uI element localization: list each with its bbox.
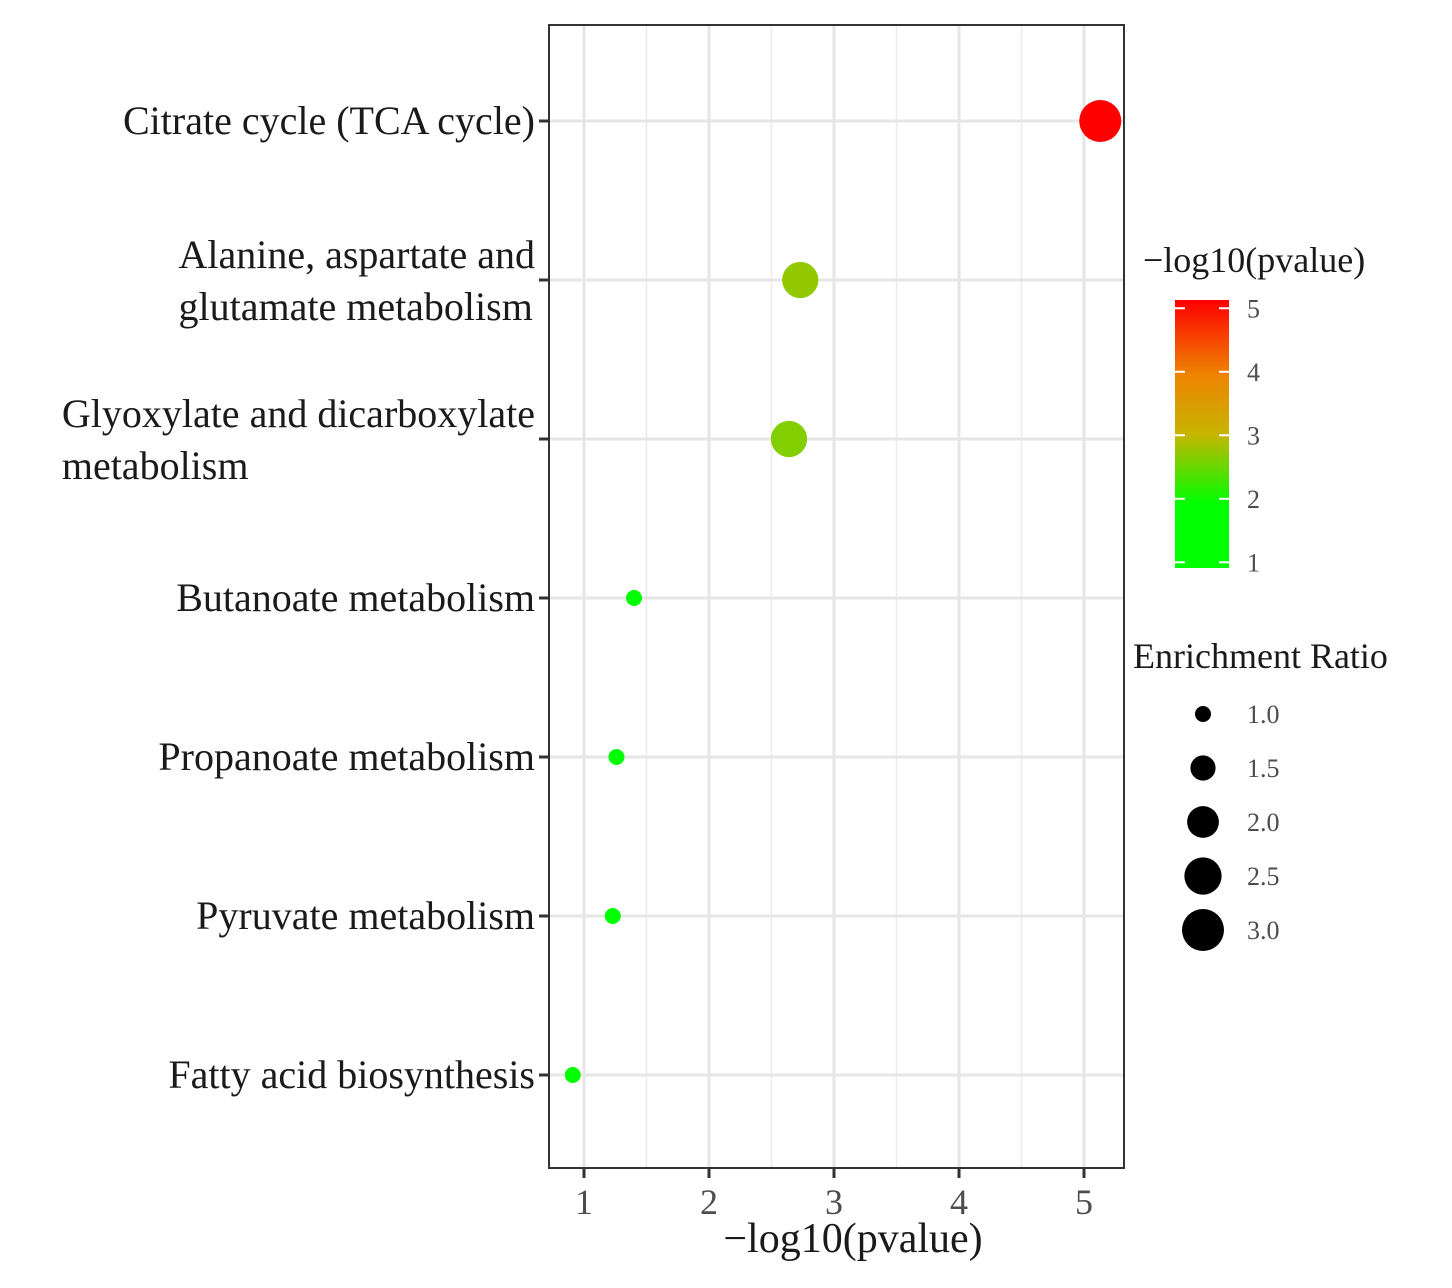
size-legend-key bbox=[1182, 909, 1224, 951]
data-point bbox=[1079, 100, 1122, 142]
colorbar-ticks: 1 2 3 4 5 bbox=[1175, 294, 1260, 577]
size-legend-key bbox=[1184, 857, 1222, 895]
category-label: Pyruvate metabolism bbox=[196, 893, 535, 938]
size-legend-label: 1.0 bbox=[1247, 700, 1280, 729]
data-point bbox=[782, 261, 819, 299]
size-legend-key bbox=[1195, 706, 1211, 722]
x-axis: 1 2 3 4 5 bbox=[575, 1168, 1093, 1222]
size-legend-title: Enrichment Ratio bbox=[1133, 636, 1388, 676]
data-point bbox=[564, 1067, 581, 1083]
colorbar-tick-label: 3 bbox=[1247, 421, 1260, 450]
size-legend-label: 2.5 bbox=[1247, 862, 1280, 891]
category-label: Fatty acid biosynthesis bbox=[168, 1052, 535, 1097]
major-gridlines bbox=[549, 25, 1124, 1168]
size-legend-label: 3.0 bbox=[1247, 916, 1280, 945]
data-point bbox=[626, 590, 642, 606]
category-label: Alanine, aspartate and glutamate metaboli… bbox=[178, 232, 535, 329]
data-point bbox=[770, 420, 808, 458]
x-tick-label: 5 bbox=[1075, 1182, 1093, 1222]
category-label: Citrate cycle (TCA cycle) bbox=[123, 98, 535, 143]
colorbar-tick-label: 4 bbox=[1247, 358, 1260, 387]
size-legend-label: 2.0 bbox=[1247, 808, 1280, 837]
x-tick-label: 3 bbox=[825, 1182, 843, 1222]
category-label: Butanoate metabolism bbox=[176, 575, 535, 620]
colorbar-tick-label: 1 bbox=[1247, 548, 1260, 577]
x-axis-title: −log10(pvalue) bbox=[723, 1216, 982, 1262]
category-label: Propanoate metabolism bbox=[158, 734, 535, 779]
size-legend-key bbox=[1187, 806, 1219, 838]
colorbar-tick-label: 2 bbox=[1247, 485, 1260, 514]
color-legend-title: −log10(pvalue) bbox=[1143, 240, 1365, 280]
category-label: Glyoxylate and dicarboxylate metabolism bbox=[62, 391, 535, 488]
x-tick-label: 2 bbox=[700, 1182, 718, 1222]
x-tick-label: 4 bbox=[950, 1182, 968, 1222]
data-points bbox=[564, 100, 1122, 1083]
data-point bbox=[608, 749, 625, 765]
size-legend-items: 1.0 1.5 2.0 2.5 3.0 bbox=[1182, 700, 1280, 951]
size-legend-label: 1.5 bbox=[1247, 754, 1280, 783]
size-legend: Enrichment Ratio 1.0 1.5 2.0 2.5 3.0 bbox=[1133, 636, 1388, 951]
colorbar-tick-label: 5 bbox=[1247, 294, 1260, 323]
colorbar bbox=[1175, 300, 1229, 568]
x-tick-label: 1 bbox=[575, 1182, 593, 1222]
color-legend: −log10(pvalue) 1 2 3 4 5 bbox=[1143, 240, 1365, 577]
data-point bbox=[604, 908, 621, 924]
y-axis: Citrate cycle (TCA cycle) Alanine, aspart… bbox=[62, 98, 549, 1097]
size-legend-key bbox=[1190, 755, 1216, 781]
